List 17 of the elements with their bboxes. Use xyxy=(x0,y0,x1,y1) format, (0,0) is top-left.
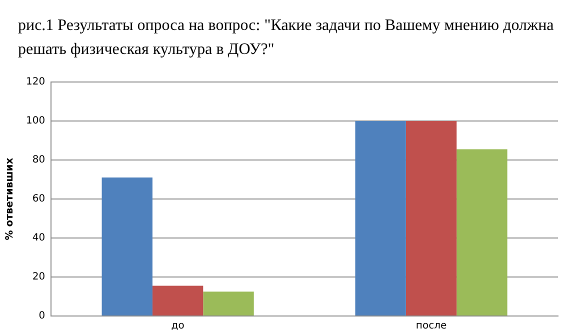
chart-title: рис.1 Результаты опроса на вопрос: "Какие задачи по Вашему мнению должна решать физическая культура в ДОУ?" xyxy=(18,16,555,60)
bar xyxy=(152,286,204,316)
bar xyxy=(406,121,457,316)
bar xyxy=(456,149,508,316)
y-tick-label: 20 xyxy=(32,272,46,283)
y-tick-label: 0 xyxy=(38,310,46,322)
bar xyxy=(102,178,152,316)
bar xyxy=(355,121,406,316)
x-tick-label: до xyxy=(171,320,184,332)
y-tick-label: 80 xyxy=(32,154,46,166)
y-tick-label: 40 xyxy=(32,232,46,244)
y-tick-label: 100 xyxy=(26,116,46,127)
y-axis-title: % ответивших xyxy=(4,157,16,240)
bar xyxy=(203,292,254,316)
y-tick-label: 60 xyxy=(32,194,46,205)
x-tick-label: после xyxy=(416,320,447,332)
y-tick-label: 120 xyxy=(26,76,46,88)
